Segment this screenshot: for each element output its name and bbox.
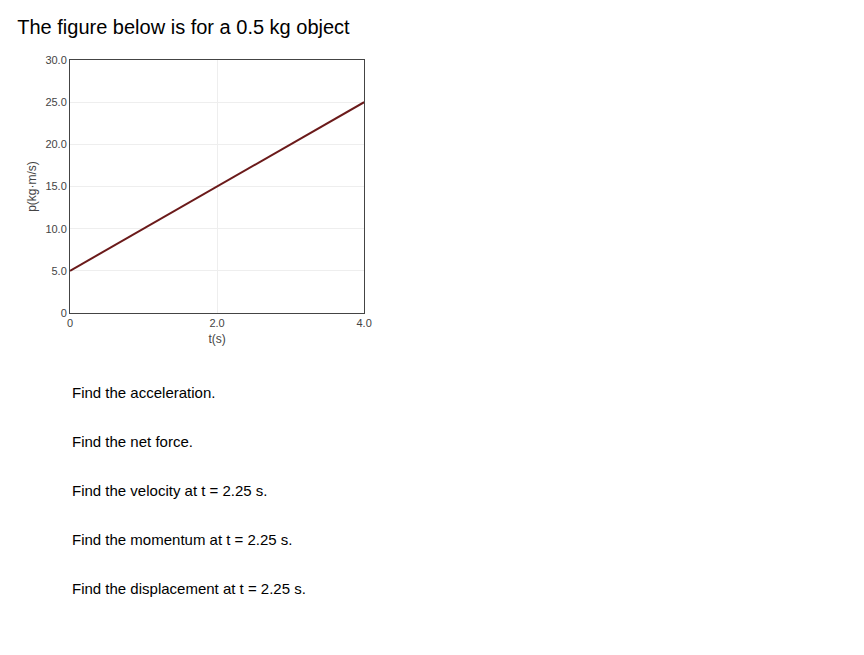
svg-text:5.0: 5.0 — [52, 265, 67, 277]
svg-text:The figure below is for a 0.5: The figure below is for a 0.5 kg object — [17, 16, 350, 38]
svg-text:Find the momentum at t = 2.25: Find the momentum at t = 2.25 s. — [72, 531, 293, 548]
svg-text:4.0: 4.0 — [356, 317, 371, 329]
svg-text:Find the velocity at t = 2.25: Find the velocity at t = 2.25 s. — [72, 482, 268, 499]
svg-text:p(kg·m/s): p(kg·m/s) — [25, 161, 39, 212]
svg-text:20.0: 20.0 — [45, 138, 66, 150]
svg-text:0: 0 — [61, 307, 67, 319]
svg-text:Find the acceleration.: Find the acceleration. — [72, 384, 215, 401]
svg-text:2.0: 2.0 — [209, 317, 224, 329]
svg-text:t(s): t(s) — [208, 332, 225, 346]
svg-text:Find the displacement at t = 2: Find the displacement at t = 2.25 s. — [72, 580, 306, 597]
svg-text:25.0: 25.0 — [45, 96, 66, 108]
svg-text:0: 0 — [67, 317, 73, 329]
svg-text:30.0: 30.0 — [45, 54, 66, 66]
svg-text:15.0: 15.0 — [45, 180, 66, 192]
svg-text:10.0: 10.0 — [45, 223, 66, 235]
svg-text:Find the net force.: Find the net force. — [72, 433, 193, 450]
